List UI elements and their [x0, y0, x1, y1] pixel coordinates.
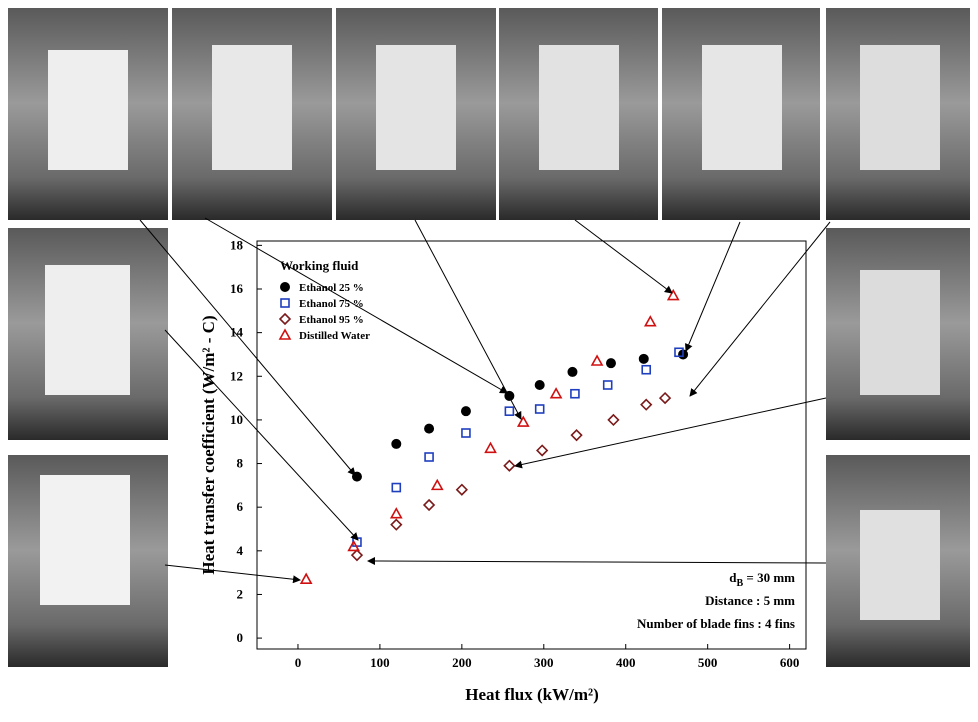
legend-title: Working fluid — [280, 258, 359, 273]
photo — [826, 455, 970, 667]
legend-label: Ethanol 95 % — [299, 314, 364, 326]
y-tick-label: 8 — [237, 456, 244, 471]
y-tick-label: 0 — [237, 630, 244, 645]
x-tick-label: 600 — [780, 655, 800, 670]
marker — [535, 381, 543, 389]
annotation: Number of blade fins : 4 fins — [637, 616, 795, 631]
annotation: Distance : 5 mm — [705, 593, 795, 608]
x-tick-label: 500 — [698, 655, 718, 670]
marker — [425, 424, 433, 432]
photo — [336, 8, 496, 220]
x-tick-label: 300 — [534, 655, 554, 670]
y-axis-label: Heat transfer coefficient (W/m² - C) — [199, 315, 218, 574]
y-tick-label: 14 — [230, 325, 244, 340]
y-tick-label: 2 — [237, 586, 244, 601]
photo — [8, 455, 168, 667]
photo — [499, 8, 658, 220]
y-tick-label: 10 — [230, 412, 243, 427]
legend-label: Distilled Water — [299, 330, 370, 342]
photo — [826, 8, 970, 220]
photo — [172, 8, 332, 220]
marker — [640, 355, 648, 363]
photo — [826, 228, 970, 440]
y-tick-label: 6 — [237, 499, 244, 514]
legend-label: Ethanol 25 % — [299, 282, 364, 294]
legend-marker — [281, 283, 289, 291]
x-tick-label: 200 — [452, 655, 472, 670]
figure: 0100200300400500600024681012141618Ethano… — [0, 0, 978, 717]
marker — [392, 440, 400, 448]
photo — [8, 8, 168, 220]
marker — [462, 407, 470, 415]
x-tick-label: 0 — [295, 655, 302, 670]
marker — [607, 359, 615, 367]
y-tick-label: 16 — [230, 281, 244, 296]
photo — [662, 8, 820, 220]
photo — [8, 228, 168, 440]
x-axis-label: Heat flux (kW/m²) — [465, 685, 599, 704]
x-tick-label: 400 — [616, 655, 636, 670]
x-tick-label: 100 — [370, 655, 390, 670]
y-tick-label: 4 — [237, 543, 244, 558]
marker — [568, 368, 576, 376]
y-tick-label: 12 — [230, 368, 243, 383]
